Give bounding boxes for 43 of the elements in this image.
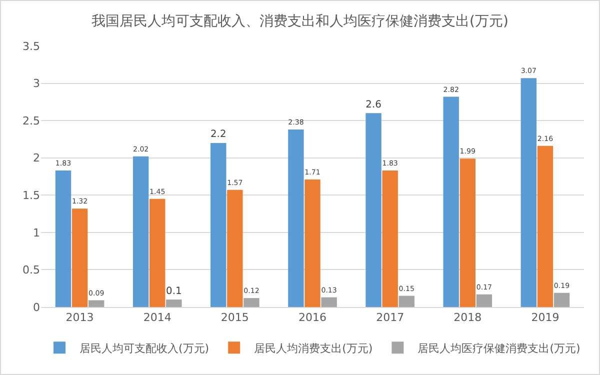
bar xyxy=(382,170,398,307)
y-tick-label: 2.5 xyxy=(22,114,40,128)
bar xyxy=(55,170,72,307)
bar xyxy=(537,146,554,307)
bar xyxy=(227,190,243,307)
bar xyxy=(210,142,226,307)
y-tick-label: 3 xyxy=(33,77,40,90)
data-label: 0.1 xyxy=(166,286,182,297)
y-tick-label: 2 xyxy=(33,152,40,165)
bar xyxy=(244,298,260,307)
bar xyxy=(150,198,166,307)
bar xyxy=(72,208,88,307)
x-tick-label: 2013 xyxy=(66,311,94,324)
bar xyxy=(554,292,570,307)
x-tick-label: 2016 xyxy=(298,311,326,324)
bar xyxy=(321,297,337,307)
y-tick-label: 1 xyxy=(33,226,40,240)
bar xyxy=(366,113,382,307)
legend-label: 居民人均消费支出(万元) xyxy=(254,342,373,355)
bar xyxy=(304,179,320,307)
bar xyxy=(88,300,104,307)
bar xyxy=(520,78,537,307)
y-tick-label: 1.5 xyxy=(22,188,40,202)
bar xyxy=(398,296,414,307)
bar xyxy=(476,294,492,307)
data-label: 2.6 xyxy=(366,99,382,110)
bar xyxy=(288,130,304,307)
bar xyxy=(132,156,149,307)
y-tick-label: 3.5 xyxy=(22,40,40,53)
bar xyxy=(443,96,459,307)
y-tick-label: 0.5 xyxy=(22,264,40,277)
chart-title: 我国居民人均可支配收入、消费支出和人均医疗保健消费支出(万元) xyxy=(92,14,508,30)
x-tick-label: 2015 xyxy=(220,311,249,324)
bar xyxy=(166,300,182,307)
x-tick-label: 2014 xyxy=(143,311,172,324)
data-label: 2.2 xyxy=(210,129,226,140)
legend-label: 居民人均医疗保健消费支出(万元) xyxy=(418,342,580,355)
legend-label: 居民人均可支配收入(万元) xyxy=(80,342,210,355)
bar xyxy=(460,158,476,307)
x-tick-label: 2017 xyxy=(376,311,404,324)
x-tick-label: 2018 xyxy=(454,311,482,324)
y-tick-label: 0 xyxy=(33,300,40,314)
x-tick-label: 2019 xyxy=(531,311,560,324)
